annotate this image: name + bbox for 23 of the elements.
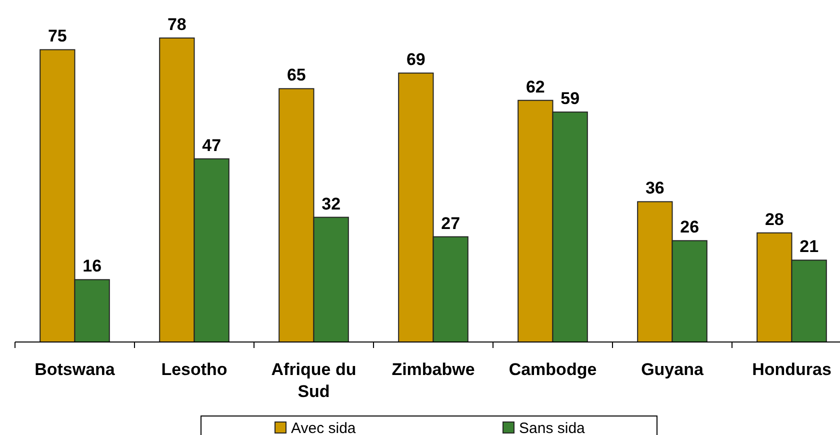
- data-label: 27: [441, 214, 460, 233]
- data-label: 47: [202, 136, 222, 155]
- data-label: 69: [406, 50, 426, 70]
- data-label: 59: [560, 89, 580, 108]
- data-label: 62: [526, 77, 545, 96]
- data-label: 75: [48, 26, 67, 46]
- data-label: 16: [82, 256, 102, 276]
- data-label: 36: [645, 178, 664, 198]
- data-label: 26: [680, 218, 700, 237]
- data-label: 78: [167, 15, 186, 34]
- x-tick-label: Guyana: [641, 360, 704, 379]
- x-tick-label: Lesotho: [161, 360, 228, 379]
- data-label: 32: [322, 194, 341, 214]
- legend-label: Avec sida: [291, 420, 356, 435]
- x-tick-label: Botswana: [34, 360, 116, 379]
- x-tick-label: Zimbabwe: [392, 360, 475, 379]
- data-label: 28: [764, 210, 784, 229]
- data-label: 21: [800, 237, 819, 256]
- x-tick-label: Afrique du Sud: [271, 360, 356, 401]
- x-tick-label: Honduras: [752, 360, 832, 379]
- x-tick-label: Cambodge: [508, 360, 597, 379]
- legend-label: Sans sida: [519, 420, 586, 435]
- data-label: 65: [286, 66, 306, 85]
